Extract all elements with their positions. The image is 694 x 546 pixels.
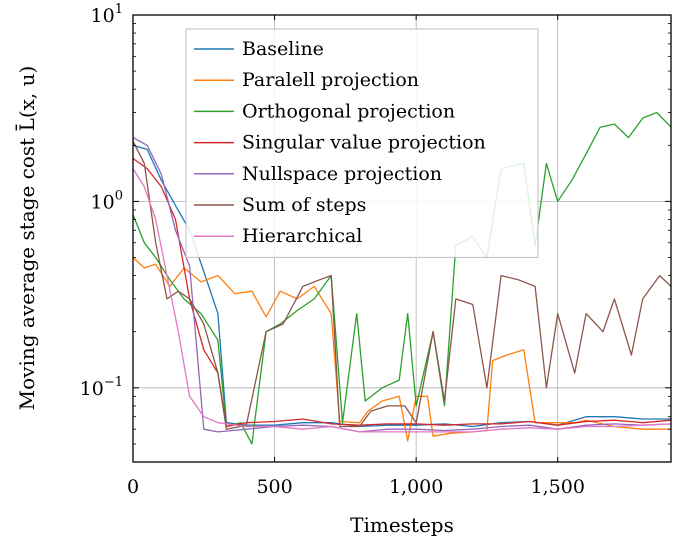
series-line-7	[133, 168, 671, 433]
series-layer	[133, 111, 671, 445]
legend-label: Orthogonal projection	[242, 100, 455, 122]
x-tick-label: 1,000	[389, 476, 443, 498]
legend-box	[185, 28, 539, 258]
y-tick-label: 100	[91, 188, 123, 213]
series-line-3	[133, 111, 671, 445]
y-tick-exponent: 0	[115, 188, 123, 203]
legend-label: Singular value projection	[242, 132, 486, 154]
x-axis-label: Timesteps	[350, 513, 454, 537]
series-line-6	[133, 141, 671, 430]
y-tick-exponent: −1	[104, 375, 123, 390]
y-tick-base: 10	[91, 5, 115, 27]
plot-frame	[132, 14, 672, 463]
legend-label: Nullspace projection	[242, 163, 442, 185]
legend: Baseline Paralell projection Orthogonal pr…	[185, 28, 539, 258]
legend-label: Baseline	[242, 38, 324, 60]
y-tick-exponent: 1	[115, 2, 123, 17]
x-tick-label: 1,500	[531, 476, 585, 498]
x-tick-label: 0	[127, 476, 139, 498]
y-tick-label: 10−1	[80, 375, 123, 400]
y-axis-label: Moving average stage cost L̄(x, u)	[14, 66, 39, 411]
legend-label: Hierarchical	[242, 225, 362, 247]
x-tick-label: 500	[256, 476, 292, 498]
y-tick-base: 10	[80, 378, 104, 400]
series-line-2	[133, 257, 671, 442]
series-line-4	[133, 157, 671, 428]
y-tick-base: 10	[91, 191, 115, 213]
y-tick-label: 101	[91, 2, 123, 27]
legend-label: Sum of steps	[242, 194, 366, 216]
legend-label: Paralell projection	[242, 69, 419, 91]
